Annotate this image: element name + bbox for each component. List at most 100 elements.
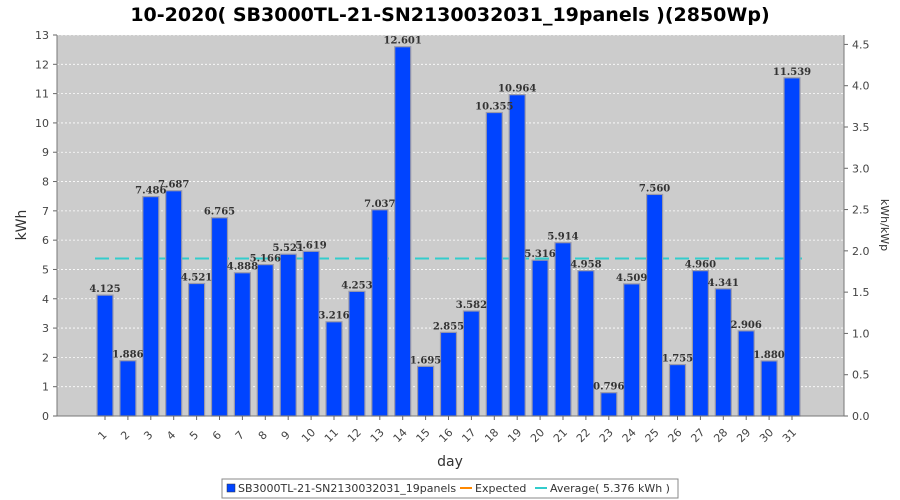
y2-tick-label: 4.0 bbox=[852, 80, 870, 93]
bar-day-4 bbox=[165, 190, 183, 417]
x-tick-label: 19 bbox=[505, 426, 524, 445]
x-tick-label: 6 bbox=[210, 428, 224, 442]
bar-day-1 bbox=[96, 294, 114, 417]
legend-average-label: Average( 5.376 kWh ) bbox=[550, 482, 670, 495]
y2-tick-label: 1.5 bbox=[852, 286, 870, 299]
bar-day-9 bbox=[279, 253, 297, 417]
legend: SB3000TL-21-SN2130032031_19panels Expect… bbox=[221, 478, 679, 499]
x-tick-label: 23 bbox=[597, 426, 616, 445]
bar-day-22 bbox=[577, 270, 595, 417]
bar-day-12 bbox=[348, 290, 366, 417]
y2-tick-label: 3.0 bbox=[852, 162, 870, 175]
value-label-day-2: 1.886 bbox=[112, 350, 143, 361]
bar-day-5 bbox=[188, 282, 206, 417]
value-label-day-3: 7.486 bbox=[135, 186, 166, 197]
y2-tick-label: 0.0 bbox=[852, 410, 870, 423]
x-tick-label: 4 bbox=[164, 428, 178, 442]
y2-tick-label: 2.0 bbox=[852, 245, 870, 258]
legend-series-swatch bbox=[226, 483, 236, 493]
bar-day-29 bbox=[737, 330, 755, 417]
x-tick-label: 20 bbox=[528, 426, 547, 445]
chart-title: 10-2020( SB3000TL-21-SN2130032031_19pane… bbox=[130, 4, 769, 26]
value-label-day-16: 2.855 bbox=[433, 321, 464, 332]
y-tick-label: 3 bbox=[42, 322, 49, 335]
value-label-day-20: 5.316 bbox=[524, 249, 555, 260]
x-tick-label: 27 bbox=[688, 426, 707, 445]
x-tick-label: 7 bbox=[233, 428, 247, 442]
value-label-day-22: 4.958 bbox=[570, 260, 601, 271]
x-axis-label: day bbox=[437, 454, 463, 470]
x-tick-label: 11 bbox=[322, 426, 341, 445]
y-tick-label: 9 bbox=[42, 146, 49, 159]
bar-day-21 bbox=[554, 242, 572, 417]
x-tick-label: 5 bbox=[187, 428, 201, 442]
x-tick-label: 24 bbox=[620, 426, 639, 445]
x-tick-label: 26 bbox=[665, 426, 684, 445]
x-tick-label: 17 bbox=[459, 426, 478, 445]
value-label-day-12: 4.253 bbox=[341, 280, 372, 291]
bar-day-19 bbox=[508, 94, 526, 417]
bar-day-18 bbox=[485, 111, 503, 417]
value-label-day-6: 6.765 bbox=[204, 207, 235, 218]
x-tick-label: 29 bbox=[734, 426, 753, 445]
value-label-day-26: 1.755 bbox=[662, 354, 693, 365]
bar-day-13 bbox=[371, 209, 389, 417]
value-label-day-17: 3.582 bbox=[456, 300, 487, 311]
x-tick-label: 14 bbox=[391, 426, 410, 445]
legend-expected-label: Expected bbox=[475, 482, 526, 495]
value-label-day-8: 5.166 bbox=[250, 254, 281, 265]
y-tick-label: 6 bbox=[42, 234, 49, 247]
x-tick-label: 16 bbox=[436, 426, 455, 445]
y-tick-label: 2 bbox=[42, 351, 49, 364]
value-label-day-31: 11.539 bbox=[773, 67, 811, 78]
value-label-day-13: 7.037 bbox=[364, 199, 395, 210]
y-tick-label: 10 bbox=[35, 117, 49, 130]
value-label-day-10: 5.619 bbox=[295, 240, 326, 251]
legend-series-label: SB3000TL-21-SN2130032031_19panels bbox=[238, 482, 456, 495]
x-tick-label: 31 bbox=[780, 426, 799, 445]
x-tick-label: 3 bbox=[141, 428, 155, 442]
y2-axis: 0.0 0.5 1.0 1.5 2.0 2.5 3.0 3.5 4.0 4.5 bbox=[843, 35, 870, 423]
x-tick-label: 28 bbox=[711, 426, 730, 445]
bar-day-11 bbox=[325, 321, 343, 417]
x-tick-label: 21 bbox=[551, 426, 570, 445]
value-label-day-9: 5.521 bbox=[273, 243, 304, 254]
y-tick-label: 8 bbox=[42, 176, 49, 189]
x-tick-label: 22 bbox=[574, 426, 593, 445]
bar-day-16 bbox=[439, 331, 458, 417]
bar-day-6 bbox=[210, 217, 229, 417]
bar-day-17 bbox=[462, 310, 480, 417]
x-axis: 1 2 3 4 5 6 7 8 9 10 11 12 13 14 15 16 17 18 19 20 21 22 23 24 2… bbox=[57, 415, 844, 445]
value-label-day-11: 3.216 bbox=[318, 311, 349, 322]
value-label-day-28: 4.341 bbox=[708, 278, 739, 289]
y2-axis-label: kWh/kWp bbox=[878, 199, 891, 251]
value-label-day-23: 0.796 bbox=[593, 382, 624, 393]
y-tick-label: 4 bbox=[42, 293, 49, 306]
x-tick-label: 30 bbox=[757, 426, 776, 445]
value-label-day-19: 10.964 bbox=[498, 84, 536, 95]
bar-day-27 bbox=[691, 270, 710, 417]
x-tick-label: 15 bbox=[414, 426, 433, 445]
x-tick-label: 25 bbox=[643, 426, 662, 445]
x-tick-label: 8 bbox=[256, 428, 270, 442]
x-tick-label: 10 bbox=[299, 426, 318, 445]
y-tick-label: 11 bbox=[35, 88, 49, 101]
bar-day-8 bbox=[256, 263, 274, 417]
y-tick-label: 0 bbox=[42, 410, 49, 423]
value-label-day-25: 7.560 bbox=[639, 183, 670, 194]
bar-day-2 bbox=[119, 360, 137, 417]
y-tick-label: 13 bbox=[35, 29, 49, 42]
bar-day-14 bbox=[394, 46, 412, 417]
bar-day-25 bbox=[645, 193, 664, 417]
y-tick-label: 1 bbox=[42, 381, 49, 394]
value-label-day-5: 4.521 bbox=[181, 272, 212, 283]
y2-tick-label: 4.5 bbox=[852, 38, 870, 51]
y-tick-label: 12 bbox=[35, 58, 49, 71]
value-label-day-27: 4.960 bbox=[685, 260, 716, 271]
bar-day-15 bbox=[417, 365, 435, 417]
value-label-day-15: 1.695 bbox=[410, 355, 441, 366]
x-tick-label: 9 bbox=[279, 428, 293, 442]
